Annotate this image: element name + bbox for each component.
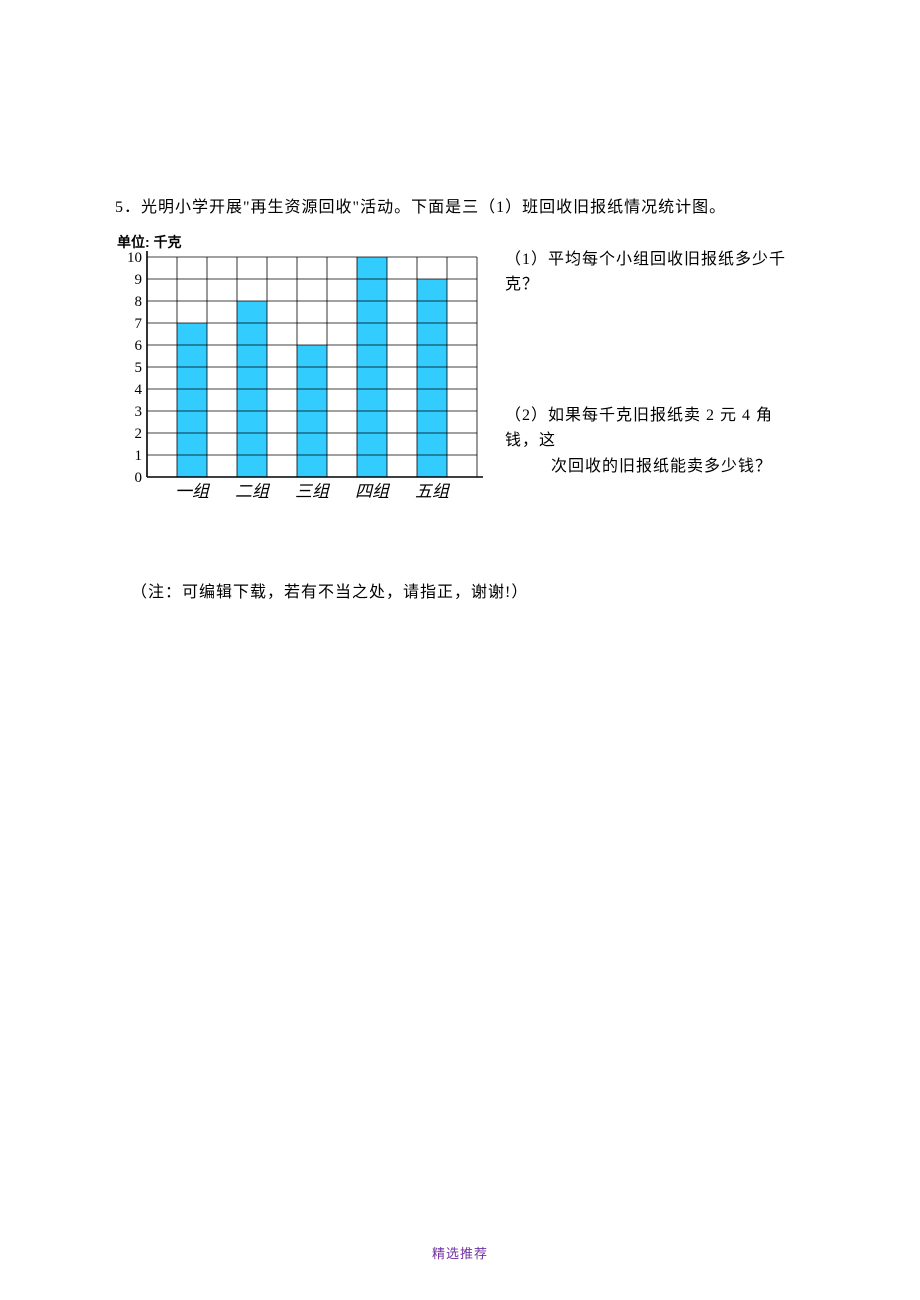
y-tick-label: 0 (135, 470, 143, 486)
y-tick-label: 10 (127, 250, 142, 266)
y-tick-label: 7 (135, 316, 143, 332)
y-tick-label: 2 (135, 426, 143, 442)
unit-label: 单位: 千克 (117, 234, 182, 250)
problem-text: 光明小学开展"再生资源回收"活动。下面是三（1）班回收旧报纸情况统计图。 (141, 199, 726, 216)
question-1: （1）平均每个小组回收旧报纸多少千克？ (505, 247, 805, 298)
y-tick-label: 6 (135, 338, 143, 354)
category-label: 一组 (175, 482, 211, 501)
question-2-line2: 次回收的旧报纸能卖多少钱？ (505, 454, 805, 480)
category-label: 五组 (415, 482, 451, 501)
bar (177, 323, 207, 477)
bar (417, 279, 447, 477)
problem-statement: 5．光明小学开展"再生资源回收"活动。下面是三（1）班回收旧报纸情况统计图。 (115, 195, 805, 221)
y-tick-label: 3 (135, 404, 143, 420)
page-footer: 精选推荐 (0, 1243, 920, 1262)
question-2: （2）如果每千克旧报纸卖 2 元 4 角钱，这 次回收的旧报纸能卖多少钱？ (505, 403, 805, 480)
chart-svg: 0 1 2 3 4 5 6 7 8 9 10单位: 千克一组 二组 三组 四组 五组 (115, 227, 485, 527)
category-label: 四组 (355, 482, 391, 501)
category-label: 三组 (295, 482, 331, 501)
editor-note: （注：可编辑下载，若有不当之处，请指正，谢谢!） (115, 578, 805, 602)
footer-text: 精选推荐 (432, 1246, 488, 1261)
y-tick-label: 1 (135, 448, 143, 464)
category-label: 二组 (235, 482, 271, 501)
bar-chart: 0 1 2 3 4 5 6 7 8 9 10单位: 千克一组 二组 三组 四组 五组 (115, 227, 485, 532)
problem-number: 5． (115, 199, 141, 216)
y-tick-label: 9 (135, 272, 143, 288)
y-tick-label: 5 (135, 360, 143, 376)
y-tick-label: 8 (135, 294, 143, 310)
question-2-line1: （2）如果每千克旧报纸卖 2 元 4 角钱，这 (505, 407, 773, 450)
y-tick-label: 4 (135, 382, 143, 398)
